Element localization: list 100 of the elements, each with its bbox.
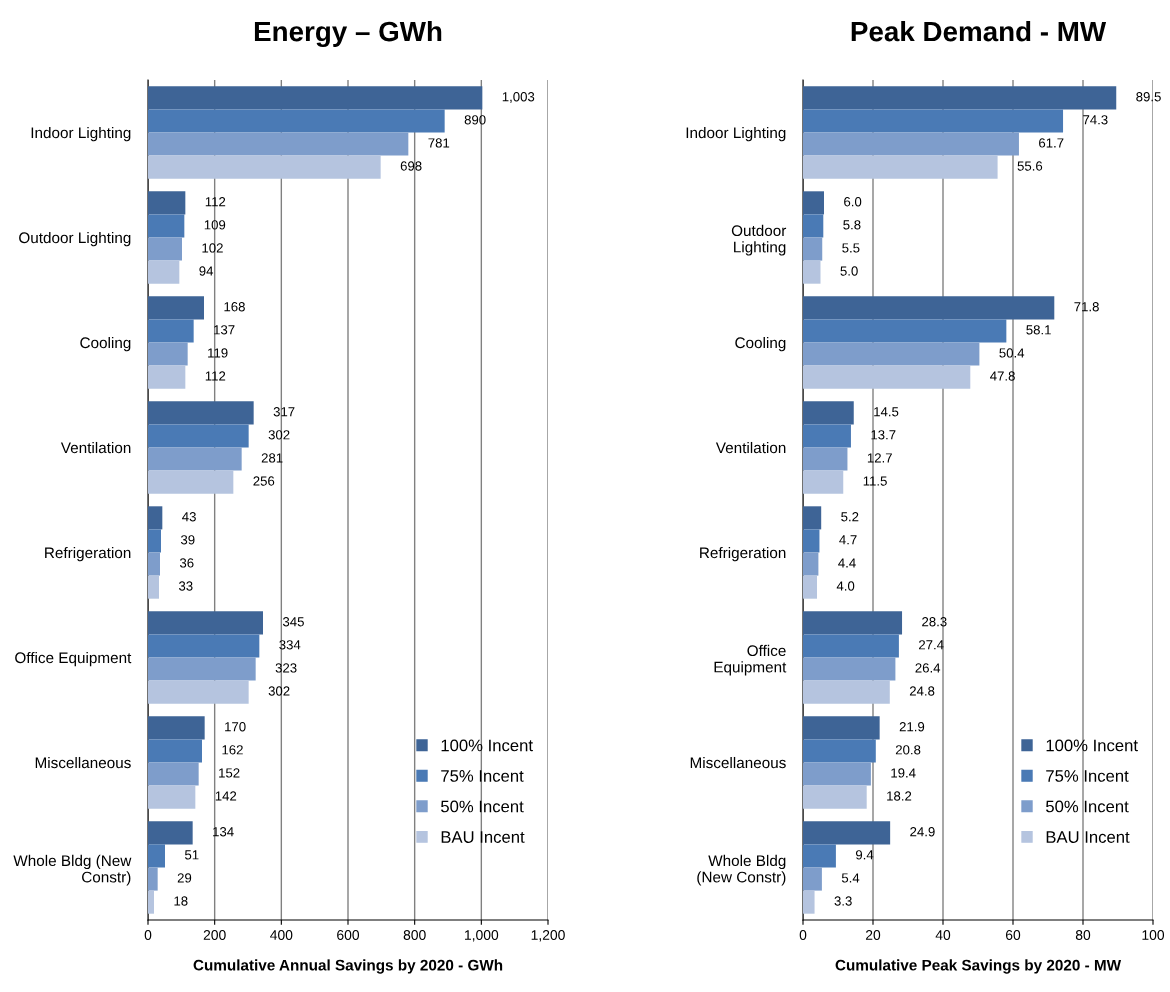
data-label: 14.5 xyxy=(874,407,899,417)
bar xyxy=(803,447,848,471)
data-label: 5.8 xyxy=(843,220,861,230)
data-label: 5.4 xyxy=(841,873,860,883)
x-tick-label: 400 xyxy=(270,930,293,940)
bar xyxy=(803,237,823,261)
data-label: 112 xyxy=(205,197,226,207)
data-label: 137 xyxy=(214,325,235,335)
data-label: 43 xyxy=(182,512,196,522)
bar xyxy=(803,86,1117,110)
y-tick-label: Indoor Lighting xyxy=(31,126,131,142)
y-tick-label: Cooling xyxy=(80,336,131,352)
bar xyxy=(148,575,159,599)
data-label: 47.8 xyxy=(990,371,1015,381)
x-tick-label: 600 xyxy=(337,930,360,940)
bar xyxy=(148,296,204,320)
bar xyxy=(148,424,249,448)
bar xyxy=(148,762,199,786)
data-label: 890 xyxy=(464,115,486,125)
legend-label: 75% Incent xyxy=(1046,770,1129,782)
data-label: 28.3 xyxy=(922,617,947,627)
x-tick-label: 1,000 xyxy=(465,930,499,942)
data-label: 19.4 xyxy=(891,768,916,778)
bar xyxy=(803,319,1007,343)
data-label: 11.5 xyxy=(863,476,887,486)
data-label: 33 xyxy=(178,581,193,591)
legend-label: BAU Incent xyxy=(1046,831,1130,843)
bar xyxy=(148,867,158,891)
chart-title: Peak Demand - MW xyxy=(851,20,1107,42)
x-tick-label: 0 xyxy=(144,930,152,940)
bar xyxy=(148,214,185,238)
data-label: 3.3 xyxy=(834,896,852,906)
data-label: 168 xyxy=(224,302,245,312)
bar xyxy=(803,470,844,494)
y-tick-label: Refrigeration xyxy=(700,546,786,562)
x-tick-label: 100 xyxy=(1142,930,1165,940)
bar xyxy=(803,552,819,576)
data-label: 26.4 xyxy=(915,663,941,673)
x-tick-label: 80 xyxy=(1075,930,1091,940)
bar xyxy=(803,155,998,179)
bar xyxy=(803,214,824,238)
bar xyxy=(148,506,163,530)
y-tick-label: Indoor Lighting xyxy=(686,126,786,142)
data-label: 55.6 xyxy=(1017,161,1043,171)
data-label: 5.0 xyxy=(840,266,858,276)
data-label: 781 xyxy=(428,138,450,148)
bar xyxy=(148,365,186,389)
x-tick-label: 200 xyxy=(203,930,226,940)
bar xyxy=(148,611,263,635)
data-label: 21.9 xyxy=(899,722,925,732)
data-label: 334 xyxy=(279,640,301,650)
bar xyxy=(803,844,836,868)
data-label: 94 xyxy=(199,266,214,276)
bar xyxy=(148,552,160,576)
y-tick-label: Refrigeration xyxy=(45,546,131,562)
legend-label: 75% Incent xyxy=(441,770,524,782)
bar xyxy=(803,506,822,530)
data-label: 61.7 xyxy=(1039,138,1064,148)
data-label: 58.1 xyxy=(1026,325,1051,335)
data-label: 142 xyxy=(215,791,237,801)
data-label: 89.5 xyxy=(1136,92,1161,102)
bar xyxy=(803,890,815,914)
bar xyxy=(148,191,186,215)
bar xyxy=(148,739,202,763)
data-label: 27.4 xyxy=(919,640,944,650)
bar xyxy=(803,611,903,635)
bar xyxy=(148,634,260,658)
x-tick-label: 0 xyxy=(799,930,807,940)
data-label: 152 xyxy=(219,768,240,778)
data-label: 18.2 xyxy=(887,791,912,801)
chart-title: Energy – GWh xyxy=(254,20,442,47)
bar xyxy=(148,132,409,156)
data-label: 18 xyxy=(174,896,188,906)
bar xyxy=(148,529,161,553)
data-label: 112 xyxy=(205,371,226,381)
bar xyxy=(148,785,196,809)
data-label: 134 xyxy=(213,827,234,837)
bar xyxy=(148,260,180,284)
legend-label: 50% Incent xyxy=(441,800,524,813)
data-label: 20.8 xyxy=(895,745,921,755)
bar xyxy=(803,867,822,891)
bar xyxy=(803,785,867,809)
legend-label: 100% Incent xyxy=(441,739,533,752)
data-label: 119 xyxy=(208,348,228,358)
bar xyxy=(148,657,256,681)
data-label: 50.4 xyxy=(999,348,1025,358)
x-axis-title: Cumulative Annual Savings by 2020 - GWh xyxy=(193,959,503,974)
data-label: 36 xyxy=(179,558,194,568)
bar xyxy=(803,109,1064,133)
x-tick-label: 800 xyxy=(403,930,426,940)
data-label: 39 xyxy=(180,535,195,545)
bar xyxy=(803,716,880,740)
bar xyxy=(803,634,899,658)
data-label: 6.0 xyxy=(844,197,862,207)
data-label: 109 xyxy=(204,220,226,230)
bar xyxy=(803,529,820,553)
bar xyxy=(148,342,188,366)
y-tick-label: Outdoor Lighting xyxy=(731,224,787,256)
bar xyxy=(803,365,971,389)
y-tick-label: Cooling xyxy=(735,336,786,352)
